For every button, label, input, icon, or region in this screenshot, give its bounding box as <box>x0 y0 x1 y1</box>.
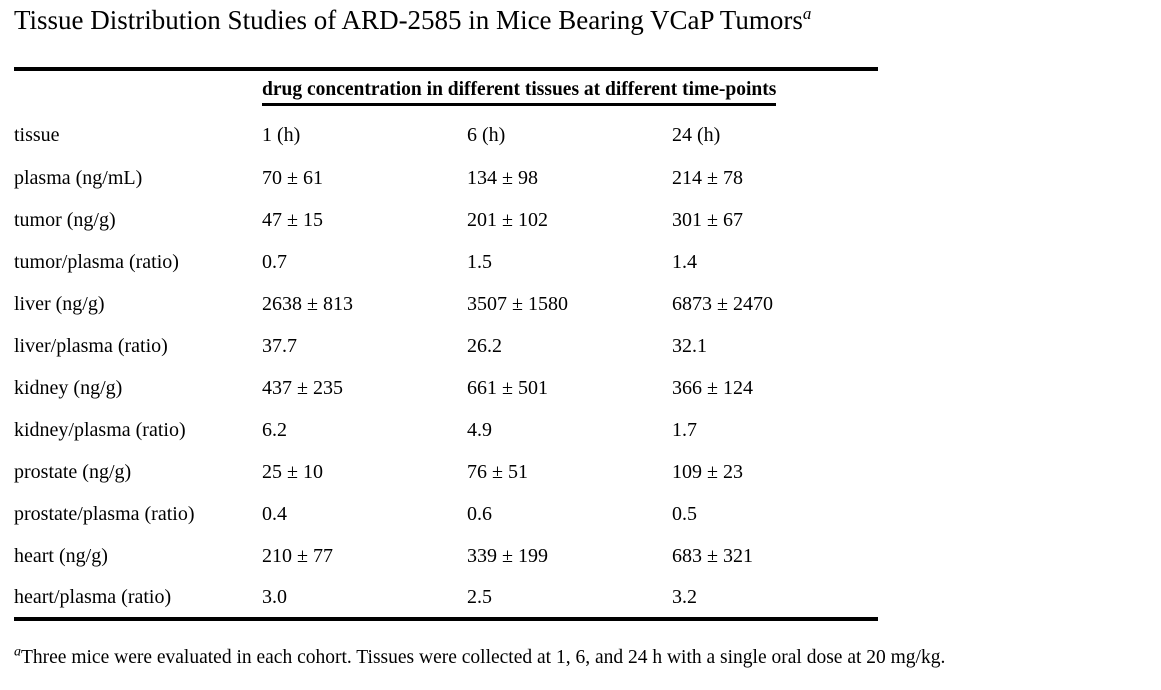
tissue-distribution-table: drug concentration in different tissues … <box>14 67 879 621</box>
tissue-label-cell: kidney (ng/g) <box>14 376 123 399</box>
tissue-label-cell: prostate (ng/g) <box>14 460 132 483</box>
column-header-1h: 1 (h) <box>262 123 301 146</box>
value-cell: 32.1 <box>672 334 707 357</box>
value-cell: 47 ± 15 <box>262 208 323 231</box>
table-row: heart (ng/g) 210 ± 77 339 ± 199 683 ± 321 <box>14 535 878 577</box>
value-cell: 3.2 <box>672 585 697 608</box>
table-row: prostate/plasma (ratio) 0.4 0.6 0.5 <box>14 493 878 535</box>
footnote-marker: a <box>14 644 21 660</box>
value-cell: 0.4 <box>262 502 287 525</box>
value-cell: 210 ± 77 <box>262 544 333 567</box>
value-cell: 214 ± 78 <box>672 166 743 189</box>
table-footnote: aThree mice were evaluated in each cohor… <box>14 643 945 672</box>
tissue-label-cell: liver/plasma (ratio) <box>14 334 168 357</box>
value-cell: 0.7 <box>262 250 287 273</box>
title-footnote-marker: a <box>802 4 812 23</box>
table-row: liver (ng/g) 2638 ± 813 3507 ± 1580 6873 ± … <box>14 283 878 325</box>
tissue-label-cell: prostate/plasma (ratio) <box>14 502 195 525</box>
tissue-label-cell: kidney/plasma (ratio) <box>14 418 186 441</box>
table-title-text: Tissue Distribution Studies of ARD-2585 … <box>14 5 803 35</box>
value-cell: 76 ± 51 <box>467 460 528 483</box>
value-cell: 301 ± 67 <box>672 208 743 231</box>
value-cell: 437 ± 235 <box>262 376 343 399</box>
column-header-24h: 24 (h) <box>672 123 721 146</box>
footnote-text: Three mice were evaluated in each cohort… <box>21 647 946 668</box>
value-cell: 0.6 <box>467 502 492 525</box>
span-header-cell: drug concentration in different tissues … <box>262 69 878 113</box>
column-header-tissue: tissue <box>14 123 60 146</box>
table-row: liver/plasma (ratio) 37.7 26.2 32.1 <box>14 325 878 367</box>
value-cell: 0.5 <box>672 502 697 525</box>
table-row: heart/plasma (ratio) 3.0 2.5 3.2 <box>14 577 878 619</box>
tissue-label-cell: tumor (ng/g) <box>14 208 116 231</box>
value-cell: 134 ± 98 <box>467 166 538 189</box>
value-cell: 2638 ± 813 <box>262 292 353 315</box>
empty-header-cell <box>14 69 262 113</box>
value-cell: 3.0 <box>262 585 287 608</box>
value-cell: 339 ± 199 <box>467 544 548 567</box>
table-row: plasma (ng/mL) 70 ± 61 134 ± 98 214 ± 78 <box>14 157 878 199</box>
table-body: plasma (ng/mL) 70 ± 61 134 ± 98 214 ± 78 tum… <box>14 157 878 619</box>
value-cell: 6873 ± 2470 <box>672 292 773 315</box>
table-row: prostate (ng/g) 25 ± 10 76 ± 51 109 ± 23 <box>14 451 878 493</box>
value-cell: 661 ± 501 <box>467 376 548 399</box>
table-row: kidney/plasma (ratio) 6.2 4.9 1.7 <box>14 409 878 451</box>
table-row: kidney (ng/g) 437 ± 235 661 ± 501 366 ± 124 <box>14 367 878 409</box>
column-header-row: tissue 1 (h) 6 (h) 24 (h) <box>14 113 878 157</box>
value-cell: 683 ± 321 <box>672 544 753 567</box>
column-header-6h: 6 (h) <box>467 123 506 146</box>
tissue-label-cell: tumor/plasma (ratio) <box>14 250 179 273</box>
value-cell: 4.9 <box>467 418 492 441</box>
value-cell: 6.2 <box>262 418 287 441</box>
value-cell: 1.5 <box>467 250 492 273</box>
value-cell: 2.5 <box>467 585 492 608</box>
span-header-row: drug concentration in different tissues … <box>14 69 878 113</box>
tissue-label-cell: heart/plasma (ratio) <box>14 585 172 608</box>
value-cell: 1.4 <box>672 250 697 273</box>
span-header-text: drug concentration in different tissues … <box>262 79 777 106</box>
value-cell: 1.7 <box>672 418 697 441</box>
table-row: tumor (ng/g) 47 ± 15 201 ± 102 301 ± 67 <box>14 199 878 241</box>
value-cell: 201 ± 102 <box>467 208 548 231</box>
value-cell: 109 ± 23 <box>672 460 743 483</box>
table-row: tumor/plasma (ratio) 0.7 1.5 1.4 <box>14 241 878 283</box>
table-title: Tissue Distribution Studies of ARD-2585 … <box>14 4 811 36</box>
tissue-label-cell: plasma (ng/mL) <box>14 166 143 189</box>
value-cell: 37.7 <box>262 334 297 357</box>
value-cell: 366 ± 124 <box>672 376 753 399</box>
tissue-label-cell: heart (ng/g) <box>14 544 108 567</box>
value-cell: 26.2 <box>467 334 502 357</box>
tissue-label-cell: liver (ng/g) <box>14 292 105 315</box>
value-cell: 25 ± 10 <box>262 460 323 483</box>
value-cell: 3507 ± 1580 <box>467 292 568 315</box>
value-cell: 70 ± 61 <box>262 166 323 189</box>
